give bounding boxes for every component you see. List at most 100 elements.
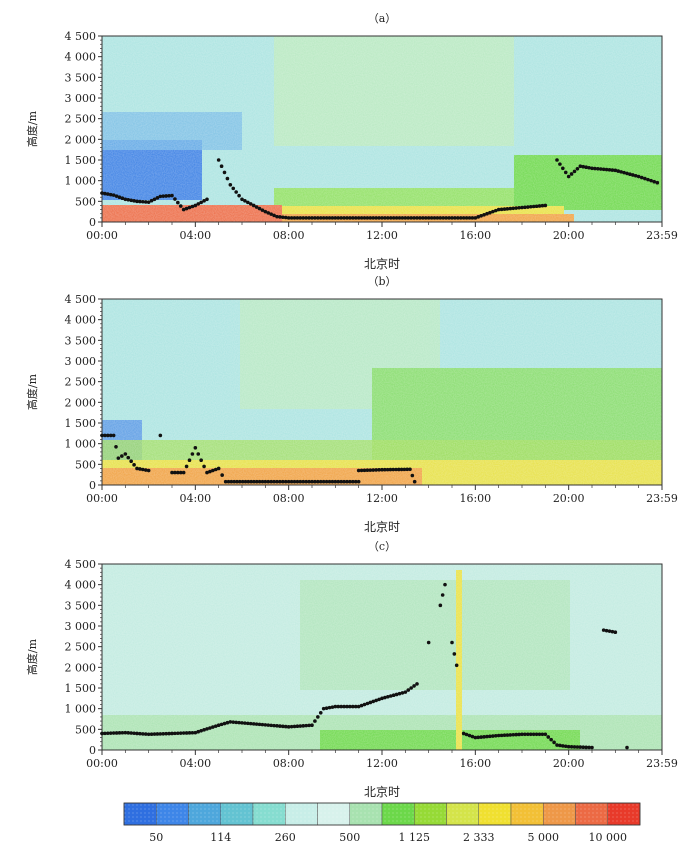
blh-point — [228, 183, 233, 187]
blh-point — [173, 731, 177, 736]
blh-point — [552, 740, 556, 745]
blh-point — [238, 479, 242, 484]
heatmap-noise — [102, 299, 662, 485]
x-tick-label: 23:59 — [646, 757, 678, 770]
blh-point — [652, 179, 657, 184]
blh-point — [426, 640, 431, 645]
blh-point — [100, 433, 104, 438]
blh-point — [561, 166, 565, 171]
blh-point — [196, 202, 201, 206]
blh-point — [260, 722, 265, 727]
blh-point — [178, 731, 183, 735]
y-tick-label: 2 000 — [65, 661, 97, 674]
blh-point — [187, 731, 192, 735]
blh-point — [184, 206, 189, 211]
blh-point — [523, 732, 527, 737]
blh-point — [219, 722, 224, 727]
blh-point — [590, 745, 594, 750]
blh-point — [454, 663, 459, 668]
colorbar-swatch-texture — [511, 803, 544, 825]
colorbar-swatch-texture — [575, 803, 608, 825]
blh-point — [575, 166, 580, 171]
blh-point — [508, 733, 513, 737]
y-tick-label: 2 500 — [65, 113, 97, 126]
blh-point — [479, 735, 483, 739]
blh-point — [339, 479, 343, 484]
blh-point — [289, 216, 294, 220]
blh-point — [531, 204, 536, 209]
blh-point — [499, 207, 504, 212]
blh-point — [655, 180, 660, 185]
y-tick-label: 1 000 — [65, 175, 97, 188]
blh-point — [327, 479, 332, 484]
blh-point — [324, 479, 329, 484]
colorbar-swatch-texture — [478, 803, 511, 825]
blh-point — [237, 720, 241, 725]
blh-point — [132, 199, 136, 203]
blh-point — [537, 204, 542, 208]
blh-point — [356, 216, 361, 220]
blh-point — [540, 203, 545, 208]
blh-point — [327, 216, 332, 220]
blh-point — [526, 205, 530, 209]
blh-point — [211, 725, 215, 729]
y-tick-label: 3 000 — [65, 620, 97, 633]
blh-point — [307, 479, 311, 484]
blh-point — [415, 216, 419, 220]
blh-point — [549, 737, 553, 742]
blh-point — [289, 724, 294, 729]
blh-point — [461, 216, 466, 220]
blh-point — [138, 731, 142, 736]
panel-a: （a） 0 500 1 000 1 500 2 000 2 500 3 000 3 500 4 … — [25, 12, 678, 271]
blh-point — [286, 216, 291, 220]
blh-point — [278, 479, 282, 484]
blh-point — [575, 745, 580, 749]
blh-point — [307, 723, 311, 728]
blh-point — [106, 731, 110, 736]
blh-point — [257, 206, 262, 211]
x-tick-label: 20:00 — [553, 492, 585, 505]
blh-point — [213, 724, 218, 728]
blh-point — [362, 702, 367, 707]
blh-point — [193, 446, 198, 450]
blh-point — [135, 199, 139, 204]
blh-point — [491, 209, 495, 214]
blh-point — [607, 168, 612, 172]
blh-point — [138, 467, 142, 471]
x-tick-label: 04:00 — [179, 492, 211, 505]
blh-point — [409, 216, 413, 220]
blh-point — [318, 216, 323, 220]
y-tick-label: 3 500 — [65, 334, 97, 347]
blh-point — [523, 205, 527, 210]
panel-b-xlabel: 北京时 — [364, 520, 400, 534]
blh-point — [633, 173, 638, 178]
blh-point — [400, 691, 405, 695]
blh-point — [336, 704, 341, 709]
panel-c-y-ticks: 0 500 1 000 1 500 2 000 2 500 3 000 3 500 4 000 4… — [65, 558, 102, 757]
blh-point — [234, 720, 238, 725]
panel-a-ylabel: 高度/m — [25, 110, 39, 147]
colorbar-swatch-texture — [156, 803, 189, 825]
blh-point — [225, 176, 230, 181]
y-tick-label: 1 500 — [65, 154, 97, 167]
blh-point — [292, 724, 297, 729]
blh-point — [371, 216, 376, 220]
blh-point — [353, 479, 358, 484]
blh-point — [178, 470, 183, 475]
blh-point — [505, 733, 510, 737]
blh-point — [170, 470, 174, 475]
blh-point — [283, 724, 288, 729]
blh-point — [260, 479, 265, 484]
blh-point — [450, 216, 454, 220]
blh-point — [397, 691, 402, 696]
x-tick-label: 16:00 — [459, 492, 491, 505]
blh-point — [566, 174, 571, 179]
y-tick-label: 4 000 — [65, 51, 97, 64]
blh-point — [114, 444, 118, 449]
blh-point — [625, 171, 629, 176]
blh-point — [452, 652, 457, 656]
x-tick-label: 04:00 — [179, 757, 211, 770]
blh-point — [616, 169, 621, 173]
colorbar-swatch-texture — [349, 803, 382, 825]
blh-point — [321, 479, 326, 484]
